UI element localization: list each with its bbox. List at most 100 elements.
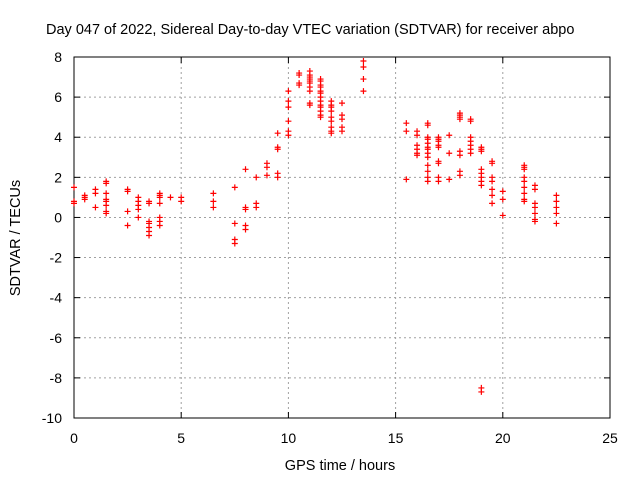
data-point-marker xyxy=(285,118,292,125)
data-point-marker xyxy=(92,186,99,193)
data-point-marker xyxy=(499,188,506,195)
data-point-marker xyxy=(403,176,410,183)
data-point-marker xyxy=(156,194,163,201)
data-point-marker xyxy=(424,122,431,129)
data-point-marker xyxy=(242,206,249,213)
data-point-marker xyxy=(531,210,538,217)
y-tick-label: 6 xyxy=(54,89,62,105)
y-tick-label: 0 xyxy=(54,209,62,225)
data-point-marker xyxy=(446,150,453,157)
data-point-marker xyxy=(328,118,335,125)
data-point-marker xyxy=(489,160,496,167)
data-point-marker xyxy=(489,200,496,207)
data-point-marker xyxy=(339,128,345,135)
data-point-marker xyxy=(103,202,110,209)
data-point-marker xyxy=(467,118,474,125)
data-point-marker xyxy=(478,148,485,155)
x-tick-label: 20 xyxy=(495,430,511,446)
data-point-marker xyxy=(231,240,238,247)
data-point-marker xyxy=(156,222,163,229)
data-point-marker xyxy=(146,200,153,207)
y-tick-label: -6 xyxy=(50,330,63,346)
data-point-marker xyxy=(124,208,131,215)
y-tick-label: -4 xyxy=(50,290,63,306)
data-point-marker xyxy=(446,176,453,183)
data-point-marker xyxy=(499,212,506,219)
data-point-marker xyxy=(296,72,303,79)
data-point-marker xyxy=(156,200,163,207)
y-tick-label: 8 xyxy=(54,49,62,65)
data-point-marker xyxy=(521,198,528,205)
data-point-marker xyxy=(135,206,142,213)
data-point-marker xyxy=(146,232,153,239)
data-point-marker xyxy=(403,128,410,135)
data-point-marker xyxy=(210,204,217,211)
data-point-marker xyxy=(424,154,431,161)
data-point-marker xyxy=(242,166,249,173)
data-point-marker xyxy=(360,58,367,65)
data-point-marker xyxy=(253,174,260,181)
data-point-marker xyxy=(521,184,528,191)
grid-lines xyxy=(74,57,610,418)
data-points xyxy=(71,58,560,395)
data-point-marker xyxy=(285,132,292,139)
data-point-marker xyxy=(274,130,281,137)
data-point-marker xyxy=(71,198,77,205)
data-point-marker xyxy=(306,102,313,109)
y-axis-label: SDTVAR / TECUs xyxy=(8,180,24,296)
data-point-marker xyxy=(81,194,88,201)
axis-ticks: 0 5 10 15 20 25 -10 -8 -6 -4 -2 0 2 4 6 8 xyxy=(42,49,618,446)
data-point-marker xyxy=(414,152,421,159)
data-point-marker xyxy=(531,204,538,211)
data-point-marker xyxy=(103,180,110,187)
data-point-marker xyxy=(521,166,528,173)
x-tick-label: 5 xyxy=(177,430,185,446)
data-point-marker xyxy=(339,116,345,123)
data-point-marker xyxy=(414,132,421,139)
x-tick-label: 10 xyxy=(281,430,297,446)
data-point-marker xyxy=(242,226,249,233)
y-tick-label: -8 xyxy=(50,370,63,386)
data-point-marker xyxy=(124,222,131,229)
data-point-marker xyxy=(328,130,335,137)
data-point-marker xyxy=(403,120,410,127)
data-point-marker xyxy=(210,198,217,205)
data-point-marker xyxy=(124,188,131,195)
data-point-marker xyxy=(167,194,174,201)
data-point-marker xyxy=(285,88,292,95)
data-point-marker xyxy=(210,190,217,197)
y-tick-label: -10 xyxy=(42,410,62,426)
x-tick-label: 0 xyxy=(70,430,78,446)
data-point-marker xyxy=(274,174,281,181)
data-point-marker xyxy=(499,196,506,203)
data-point-marker xyxy=(456,152,463,159)
data-point-marker xyxy=(339,100,345,107)
data-point-marker xyxy=(263,164,270,171)
data-point-marker xyxy=(424,162,431,169)
data-point-marker xyxy=(553,204,560,211)
data-point-marker xyxy=(435,160,442,167)
data-point-marker xyxy=(521,190,528,197)
data-point-marker xyxy=(263,172,270,179)
data-point-marker xyxy=(553,198,560,205)
data-point-marker xyxy=(360,76,367,83)
data-point-marker xyxy=(285,104,292,111)
data-point-marker xyxy=(424,178,431,185)
data-point-marker xyxy=(489,178,496,185)
data-point-marker xyxy=(553,192,560,199)
data-point-marker xyxy=(531,186,538,193)
data-point-marker xyxy=(71,184,77,191)
data-point-marker xyxy=(456,116,463,123)
data-point-marker xyxy=(285,98,292,105)
y-tick-label: -2 xyxy=(50,250,63,266)
data-point-marker xyxy=(446,132,453,139)
data-point-marker xyxy=(478,388,485,395)
chart-title: Day 047 of 2022, Sidereal Day-to-day VTE… xyxy=(46,22,574,38)
data-point-marker xyxy=(328,108,335,115)
data-point-marker xyxy=(296,82,303,89)
data-point-marker xyxy=(253,204,260,211)
x-axis-label: GPS time / hours xyxy=(285,458,395,474)
plot-frame xyxy=(73,56,611,419)
data-point-marker xyxy=(531,218,538,225)
